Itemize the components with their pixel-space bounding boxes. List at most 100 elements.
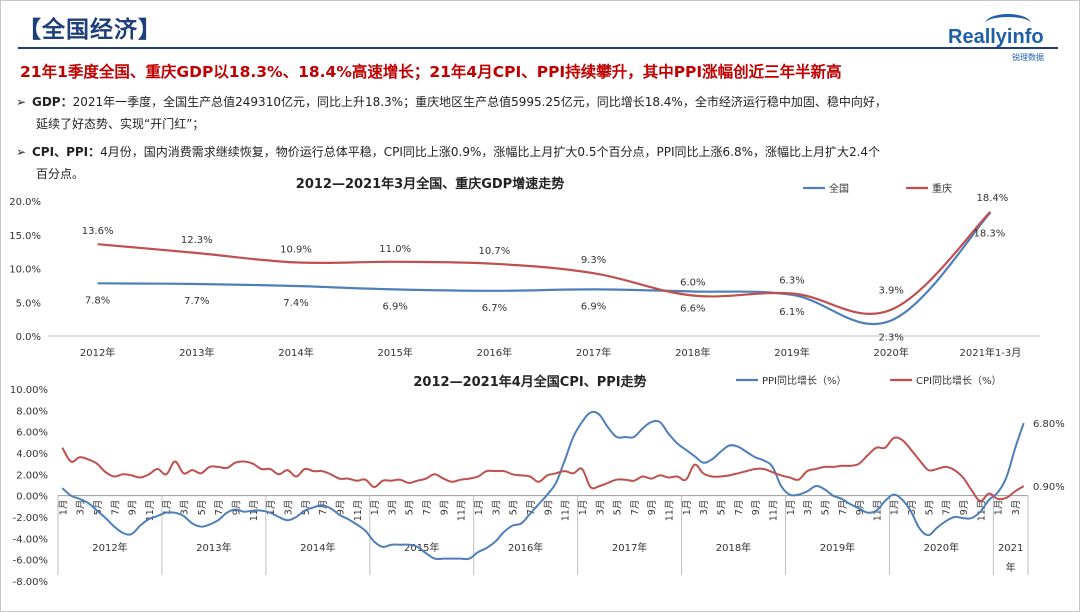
- month-tick-label: 5月: [509, 500, 520, 516]
- end-label-ppi: 6.80%: [1033, 419, 1065, 430]
- legend-label: PPI同比增长（%）: [762, 374, 847, 387]
- month-tick-label: 1月: [890, 500, 901, 516]
- data-label-national: 6.9%: [382, 301, 407, 312]
- x-tick-label: 2014年: [278, 346, 313, 359]
- y-tick-label: 10.0%: [9, 265, 41, 276]
- month-tick-label: 3月: [284, 500, 295, 516]
- month-tick-label: 3月: [491, 500, 502, 516]
- y-tick-label: 15.0%: [9, 231, 41, 242]
- y-tick-label: 6.00%: [16, 428, 48, 439]
- cpi-ppi-chart: 2012—2021年4月全国CPI、PPI走势 PPI同比增长（%） CPI同比增长…: [10, 374, 1065, 588]
- data-label-chongqing: 6.3%: [779, 275, 804, 286]
- arrow-bullet-icon: ➢: [16, 145, 27, 159]
- month-tick-label: 5月: [301, 500, 312, 516]
- month-tick-label: 11月: [665, 500, 676, 522]
- month-tick-label: 11月: [353, 500, 364, 522]
- month-tick-label: 1月: [370, 500, 381, 516]
- data-label-chongqing: 9.3%: [581, 255, 606, 266]
- bullet-cpi-ppi: ➢ CPI、PPI：4月份，国内消费需求继续恢复，物价运行总体平稳，CPI同比上涨…: [16, 141, 1056, 185]
- month-tick-label: 9月: [647, 500, 658, 516]
- data-label-chongqing: 18.4%: [977, 193, 1009, 204]
- month-tick-label: 5月: [93, 500, 104, 516]
- x-tick-label: 2013年: [179, 346, 214, 359]
- month-tick-label: 1月: [266, 500, 277, 516]
- month-tick-label: 1月: [682, 500, 693, 516]
- year-label: 2020年: [924, 541, 959, 554]
- month-tick-label: 3月: [387, 500, 398, 516]
- month-tick-label: 7月: [838, 500, 849, 516]
- data-label-national: 6.9%: [581, 301, 606, 312]
- year-label: 2012年: [92, 541, 127, 554]
- x-tick-label: 2016年: [477, 346, 512, 359]
- y-tick-label: 20.0%: [9, 197, 41, 208]
- bullet-gdp: ➢ GDP：2021年一季度，全国生产总值249310亿元，同比上升18.3%；重…: [16, 91, 1056, 135]
- series-line-national: [97, 211, 992, 326]
- logo-subtext: 锐理数据: [1012, 53, 1044, 62]
- x-tick-label: 2019年: [774, 346, 809, 359]
- month-tick-label: 9月: [855, 500, 866, 516]
- header-rule: [18, 47, 1058, 49]
- year-label: 2014年: [300, 541, 335, 554]
- y-tick-label: -4.00%: [13, 534, 48, 545]
- month-tick-label: 7月: [526, 500, 537, 516]
- year-label: 2017年: [612, 541, 647, 554]
- month-tick-label: 1月: [474, 500, 485, 516]
- data-label-national: 6.7%: [482, 303, 507, 314]
- y-tick-label: 4.00%: [16, 449, 48, 460]
- month-tick-label: 5月: [197, 500, 208, 516]
- logo: Reallyinfo: [948, 26, 1044, 48]
- bullet-key: GDP：: [32, 95, 73, 109]
- legend-label: CPI同比增长（%）: [916, 374, 1001, 387]
- month-tick-label: 3月: [907, 500, 918, 516]
- x-tick-label: 2012年: [80, 346, 115, 359]
- y-tick-label: 5.0%: [16, 298, 41, 309]
- y-tick-label: -2.00%: [13, 513, 48, 524]
- month-tick-label: 7月: [110, 500, 121, 516]
- year-label: 2016年: [508, 541, 543, 554]
- month-tick-label: 3月: [803, 500, 814, 516]
- data-label-chongqing: 6.0%: [680, 278, 705, 289]
- month-tick-label: 7月: [318, 500, 329, 516]
- x-tick-label: 2020年: [873, 346, 908, 359]
- x-tick-label: 2017年: [576, 346, 611, 359]
- month-tick-label: 9月: [751, 500, 762, 516]
- month-tick-label: 5月: [924, 500, 935, 516]
- month-tick-label: 5月: [717, 500, 728, 516]
- month-tick-label: 7月: [214, 500, 225, 516]
- year-label: 2015年: [404, 541, 439, 554]
- arrow-bullet-icon: ➢: [16, 95, 27, 109]
- month-tick-label: 11月: [769, 500, 780, 522]
- bullet-text-cont: 延续了好态势、实现“开门红”；: [36, 117, 205, 131]
- slide-subtitle: 21年1季度全国、重庆GDP以18.3%、18.4%高速增长；21年4月CPI、…: [20, 63, 842, 81]
- year-label: 2021: [998, 543, 1023, 554]
- month-tick-label: 7月: [734, 500, 745, 516]
- y-tick-label: -8.00%: [13, 577, 48, 588]
- data-label-chongqing: 11.0%: [379, 244, 411, 255]
- data-label-chongqing: 10.7%: [479, 246, 511, 257]
- y-tick-label: -6.00%: [13, 556, 48, 567]
- x-tick-label: 2015年: [377, 346, 412, 359]
- year-label: 2018年: [716, 541, 751, 554]
- data-label-national: 7.8%: [85, 295, 110, 306]
- year-label: 年: [1006, 561, 1016, 574]
- chart-title: 2012—2021年4月全国CPI、PPI走势: [413, 374, 646, 390]
- gdp-chart: 2012—2021年3月全国、重庆GDP增速走势 0.0% 5.0% 10.0% 15.…: [9, 176, 1040, 359]
- section-title: 【全国经济】: [18, 17, 162, 43]
- legend-label: 全国: [829, 182, 849, 195]
- data-label-chongqing: 3.9%: [878, 286, 903, 297]
- series-line-cpi: [61, 436, 1025, 502]
- month-tick-label: 9月: [128, 500, 139, 516]
- data-label-chongqing: 10.9%: [280, 244, 312, 255]
- legend-label: 重庆: [932, 182, 952, 195]
- month-tick-label: 1月: [578, 500, 589, 516]
- chart-title: 2012—2021年3月全国、重庆GDP增速走势: [296, 176, 564, 192]
- month-tick-label: 11月: [457, 500, 468, 522]
- month-tick-label: 5月: [613, 500, 624, 516]
- data-label-national: 6.6%: [680, 303, 705, 314]
- x-tick-label: 2018年: [675, 346, 710, 359]
- month-tick-label: 3月: [76, 500, 87, 516]
- month-tick-label: 11月: [145, 500, 156, 522]
- y-tick-label: 0.0%: [16, 332, 41, 343]
- x-tick-label: 2021年1-3月: [960, 346, 1022, 359]
- month-tick-label: 7月: [630, 500, 641, 516]
